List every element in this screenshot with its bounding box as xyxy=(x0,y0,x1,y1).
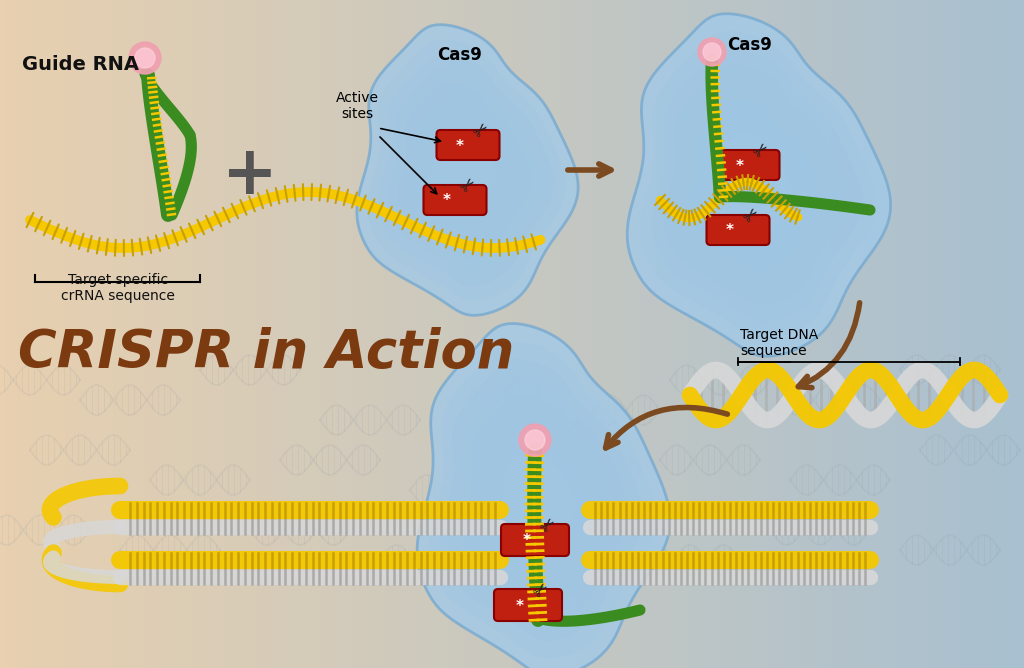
Circle shape xyxy=(135,48,155,68)
Circle shape xyxy=(698,38,726,66)
Text: Active
sites: Active sites xyxy=(336,91,379,121)
Polygon shape xyxy=(476,411,602,589)
Polygon shape xyxy=(500,447,575,553)
Polygon shape xyxy=(700,116,806,254)
Text: +: + xyxy=(222,142,278,208)
Polygon shape xyxy=(368,39,566,301)
Circle shape xyxy=(703,43,721,61)
Polygon shape xyxy=(356,25,579,315)
Text: ✂: ✂ xyxy=(538,514,561,538)
FancyBboxPatch shape xyxy=(501,524,569,556)
Polygon shape xyxy=(429,341,656,659)
Text: Target specific
crRNA sequence: Target specific crRNA sequence xyxy=(61,273,175,303)
FancyBboxPatch shape xyxy=(494,589,562,621)
Polygon shape xyxy=(464,394,616,606)
Text: ✂: ✂ xyxy=(530,579,554,603)
Text: *: * xyxy=(736,158,744,174)
Polygon shape xyxy=(628,14,891,356)
Polygon shape xyxy=(639,31,877,339)
Text: *: * xyxy=(523,534,531,548)
Text: Cas9: Cas9 xyxy=(437,46,482,64)
Text: *: * xyxy=(516,599,524,613)
FancyBboxPatch shape xyxy=(717,150,779,180)
Polygon shape xyxy=(713,134,793,236)
Polygon shape xyxy=(453,377,630,623)
Text: *: * xyxy=(726,224,734,238)
Text: ✂: ✂ xyxy=(751,140,774,163)
Text: CRISPR in Action: CRISPR in Action xyxy=(18,327,514,379)
Polygon shape xyxy=(688,100,820,271)
Text: *: * xyxy=(443,194,451,208)
FancyBboxPatch shape xyxy=(707,215,769,245)
Polygon shape xyxy=(378,53,555,287)
Polygon shape xyxy=(419,112,507,228)
Text: ✂: ✂ xyxy=(740,204,764,228)
Text: *: * xyxy=(456,138,464,154)
FancyBboxPatch shape xyxy=(436,130,500,160)
Text: Cas9: Cas9 xyxy=(728,36,772,54)
Polygon shape xyxy=(388,68,543,272)
Text: Target DNA
sequence: Target DNA sequence xyxy=(740,328,818,358)
Polygon shape xyxy=(429,126,496,214)
Circle shape xyxy=(519,424,551,456)
Circle shape xyxy=(129,42,161,74)
Polygon shape xyxy=(628,14,891,356)
Circle shape xyxy=(525,430,545,450)
Polygon shape xyxy=(417,323,670,668)
Text: ✂: ✂ xyxy=(458,174,480,198)
Polygon shape xyxy=(664,65,849,305)
FancyBboxPatch shape xyxy=(424,185,486,215)
Polygon shape xyxy=(440,359,643,641)
Polygon shape xyxy=(356,25,579,315)
Polygon shape xyxy=(417,323,670,668)
Text: Guide RNA: Guide RNA xyxy=(22,55,139,74)
Polygon shape xyxy=(676,82,835,288)
Text: ✂: ✂ xyxy=(470,120,494,143)
Polygon shape xyxy=(487,430,589,570)
Polygon shape xyxy=(398,83,530,257)
Polygon shape xyxy=(651,48,862,322)
Polygon shape xyxy=(409,98,519,242)
